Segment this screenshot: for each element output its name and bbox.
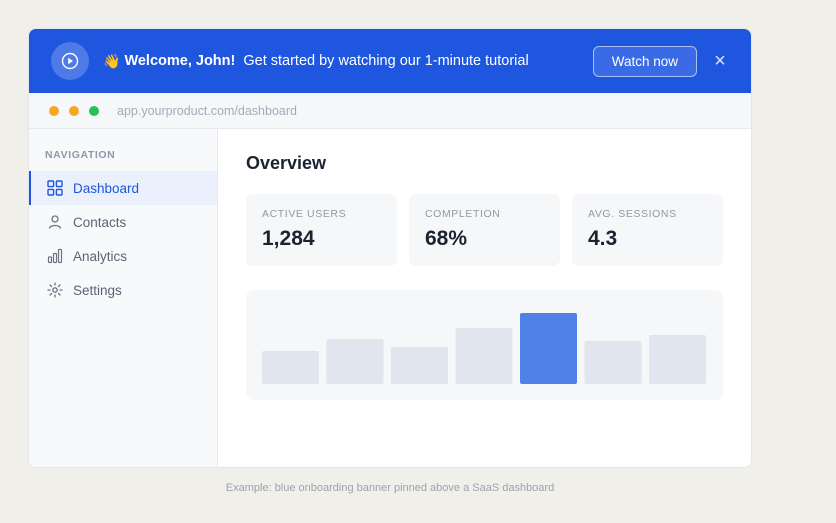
stat-label: COMPLETION <box>425 208 501 220</box>
chart-bar-4 <box>455 328 513 384</box>
stat-label: ACTIVE USERS <box>262 208 347 220</box>
sidebar-item-label: Dashboard <box>73 180 140 196</box>
wave-icon: 👋 <box>103 52 121 69</box>
stats-row: ACTIVE USERS 1,284 COMPLETION 68% AVG. S… <box>246 194 723 266</box>
stat-value: 1,284 <box>262 227 315 250</box>
gear-icon <box>47 282 63 298</box>
user-icon <box>48 215 62 229</box>
chart-bar-6 <box>584 341 642 384</box>
main-content: Overview ACTIVE USERS 1,284 COMPLETION 6… <box>218 129 751 467</box>
window-dot-2[interactable] <box>69 105 79 116</box>
stat-label: AVG. SESSIONS <box>588 208 677 220</box>
window-dot-1[interactable] <box>49 105 59 116</box>
nav-heading: NAVIGATION <box>45 149 116 161</box>
app-window: 👋 Welcome, John! Get started by watching… <box>28 28 752 468</box>
sidebar-item-label: Analytics <box>73 248 128 264</box>
stat-card-completion: COMPLETION 68% <box>409 194 560 266</box>
bar-chart-card <box>246 290 723 400</box>
page-title: Overview <box>246 153 327 173</box>
grid-icon <box>47 180 63 196</box>
bar-chart-icon <box>47 248 63 264</box>
banner-message: 👋 Welcome, John! Get started by watching… <box>103 53 529 70</box>
chart-bar-1 <box>262 351 319 384</box>
sidebar: NAVIGATION Dashboard Contacts <box>29 129 218 467</box>
app-body: NAVIGATION Dashboard Contacts <box>29 129 751 467</box>
tutorial-text: Get started by watching our 1-minute tut… <box>243 53 529 69</box>
sidebar-item-dashboard[interactable]: Dashboard <box>29 171 217 205</box>
bar-chart <box>262 313 706 384</box>
sidebar-item-label: Contacts <box>73 214 127 230</box>
play-circle-icon[interactable] <box>51 42 89 80</box>
watch-now-button[interactable]: Watch now <box>592 45 697 77</box>
window-dot-3[interactable] <box>89 105 99 116</box>
stat-value: 4.3 <box>588 227 618 250</box>
close-icon[interactable]: × <box>714 50 726 72</box>
chart-bar-7 <box>649 335 706 384</box>
caption-text: Example: blue onboarding banner pinned a… <box>225 482 555 494</box>
chart-bar-2 <box>326 339 384 384</box>
address-text[interactable]: app.yourproduct.com/dashboard <box>117 103 297 118</box>
stat-card-active-users: ACTIVE USERS 1,284 <box>246 194 397 266</box>
browser-bar: app.yourproduct.com/dashboard <box>29 93 751 129</box>
chart-bar-3 <box>391 347 448 384</box>
chart-bar-5 <box>520 313 577 384</box>
sidebar-item-settings[interactable]: Settings <box>29 273 217 307</box>
welcome-text: Welcome, John! <box>124 53 236 69</box>
sidebar-item-contacts[interactable]: Contacts <box>29 205 217 239</box>
sidebar-item-label: Settings <box>73 282 122 298</box>
sidebar-item-analytics[interactable]: Analytics <box>29 239 217 273</box>
onboarding-banner: 👋 Welcome, John! Get started by watching… <box>29 29 751 93</box>
stat-card-avg-sessions: AVG. SESSIONS 4.3 <box>572 194 723 266</box>
stat-value: 68% <box>425 227 468 250</box>
